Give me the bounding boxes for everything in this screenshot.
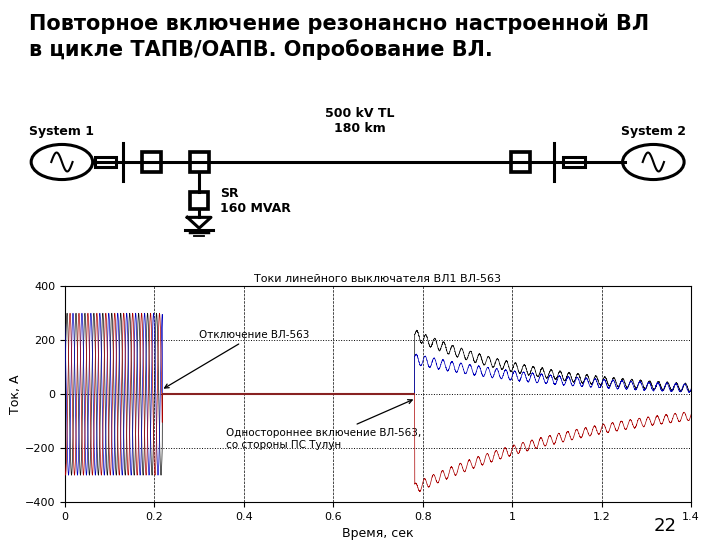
Bar: [143, 152, 161, 172]
Text: 22: 22: [654, 517, 677, 535]
Text: System 1: System 1: [30, 125, 94, 138]
Text: SR
160 MVAR: SR 160 MVAR: [220, 187, 292, 215]
X-axis label: Время, сек: Время, сек: [342, 528, 414, 540]
Text: 500 kV TL
180 km: 500 kV TL 180 km: [325, 107, 395, 135]
Bar: [190, 192, 208, 209]
Text: Одностороннее включение ВЛ-563,
со стороны ПС Тулун: Одностороннее включение ВЛ-563, со сторо…: [226, 400, 421, 449]
Text: Повторное включение резонансно настроенной ВЛ
в цикле ТАПВ/ОАПВ. Опробование ВЛ.: Повторное включение резонансно настроенн…: [29, 14, 649, 60]
Bar: [511, 152, 531, 172]
Title: Токи линейного выключателя ВЛ1 ВЛ-563: Токи линейного выключателя ВЛ1 ВЛ-563: [254, 274, 502, 284]
Bar: [189, 152, 209, 172]
Bar: [564, 157, 585, 167]
Bar: [95, 157, 117, 167]
Y-axis label: Ток, А: Ток, А: [9, 374, 22, 414]
Text: Отключение ВЛ-563: Отключение ВЛ-563: [165, 330, 310, 388]
Text: System 2: System 2: [621, 125, 686, 138]
